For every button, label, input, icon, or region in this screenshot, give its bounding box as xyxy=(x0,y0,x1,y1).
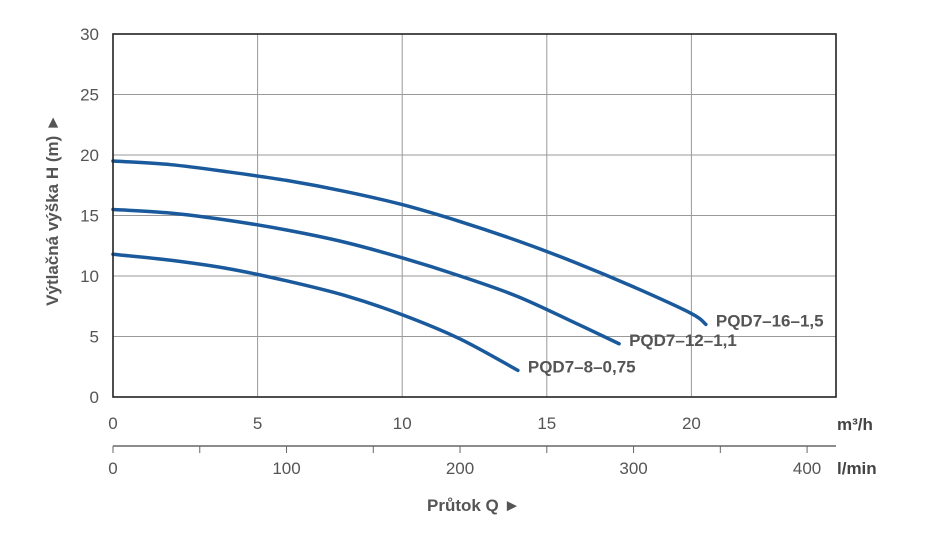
x2-tick-label: 0 xyxy=(108,459,117,478)
x-tick-label: 10 xyxy=(393,414,412,433)
x2-unit-label: l/min xyxy=(837,459,877,478)
plot-border xyxy=(112,33,837,398)
series-label: PQD7–16–1,5 xyxy=(716,311,824,330)
y-tick-label: 5 xyxy=(90,328,99,347)
x2-tick-label: 300 xyxy=(619,459,647,478)
x-unit-label: m³/h xyxy=(837,415,873,434)
plot-frame xyxy=(112,33,837,398)
y-tick-label: 20 xyxy=(80,146,99,165)
grid-lines xyxy=(113,34,836,397)
series-line xyxy=(111,159,708,327)
x-tick-label: 5 xyxy=(253,414,262,433)
x2-tick-label: 100 xyxy=(272,459,300,478)
series-line xyxy=(111,207,621,346)
series-line xyxy=(111,252,520,373)
y-axis-ticks: 0 5 10 15 20 25 30 xyxy=(80,25,99,407)
x2-tick-label: 200 xyxy=(446,459,474,478)
x-axis-ticks: 0 5 10 15 20 xyxy=(108,414,701,433)
series-label: PQD7–8–0,75 xyxy=(528,357,636,376)
y-tick-label: 30 xyxy=(80,25,99,44)
series-label: PQD7–12–1,1 xyxy=(629,331,737,350)
series-lines xyxy=(111,159,708,373)
y-axis-title: Výtlačná výška H (m) ► xyxy=(43,114,62,306)
x-axis-title: Průtok Q ► xyxy=(427,496,520,515)
x-tick-label: 15 xyxy=(537,414,556,433)
secondary-x-axis: 0 100 200 300 400 xyxy=(108,445,836,478)
x-tick-label: 20 xyxy=(682,414,701,433)
y-tick-label: 10 xyxy=(80,267,99,286)
y-tick-label: 0 xyxy=(90,388,99,407)
x2-tick-label: 400 xyxy=(793,459,821,478)
x-tick-label: 0 xyxy=(108,414,117,433)
y-tick-label: 15 xyxy=(80,207,99,226)
y-tick-label: 25 xyxy=(80,86,99,105)
